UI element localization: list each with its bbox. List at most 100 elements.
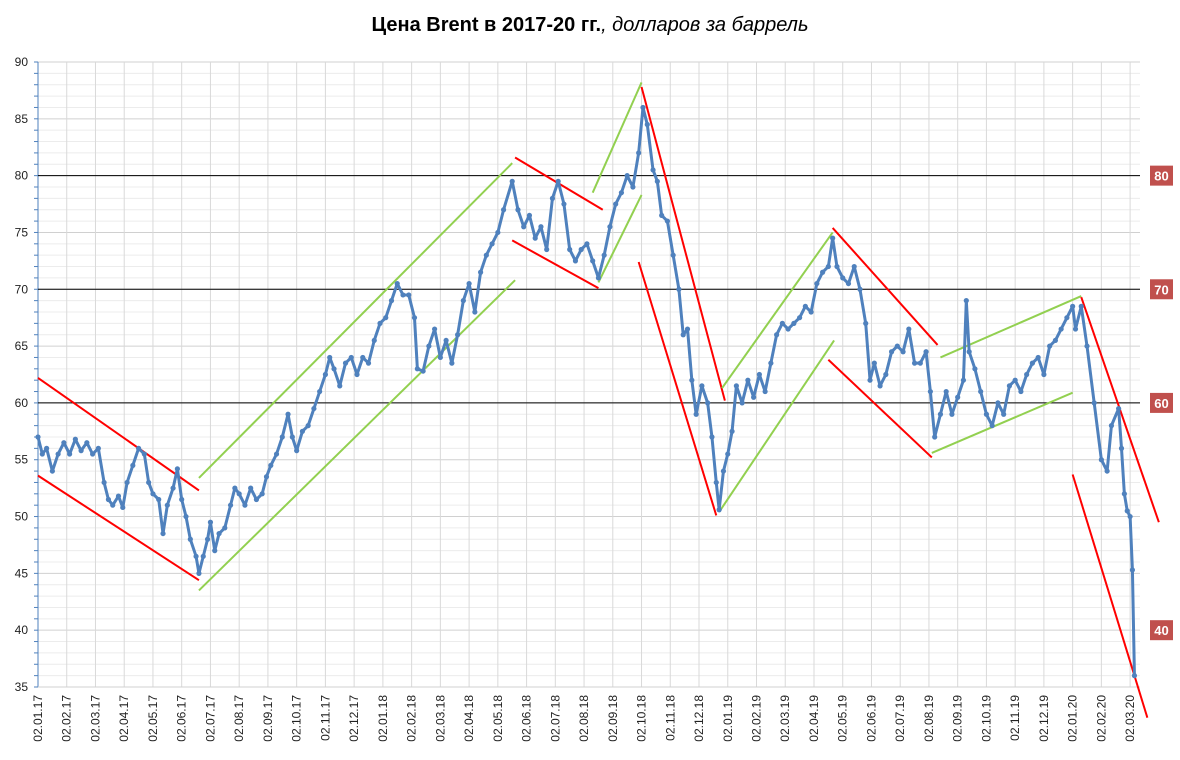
price-data-point: [495, 229, 501, 236]
price-data-point: [532, 235, 538, 241]
red-trend-line: [37, 474, 200, 582]
price-data-point: [426, 343, 432, 349]
price-data-point: [212, 548, 218, 554]
x-tick-label: 02.03.20: [1123, 695, 1137, 742]
price-data-point: [170, 485, 176, 491]
x-tick-label: 02.11.18: [663, 695, 677, 741]
level-label-box: [1150, 165, 1173, 186]
price-data-point: [785, 326, 791, 332]
price-data-point: [115, 493, 122, 499]
price-data-point: [174, 466, 180, 472]
price-data-point: [327, 354, 333, 361]
price-data-point: [705, 400, 711, 406]
red-trend-line: [37, 377, 200, 492]
price-data-point: [273, 451, 280, 457]
price-data-point: [1091, 400, 1097, 406]
green-trend-line: [591, 82, 643, 194]
price-data-point: [515, 207, 521, 213]
price-data-point: [500, 207, 507, 213]
price-data-point: [222, 525, 228, 531]
price-data-point: [1041, 371, 1047, 378]
x-tick-label: 02.02.20: [1094, 695, 1108, 742]
price-data-point: [1018, 388, 1024, 395]
price-data-point: [590, 258, 596, 264]
price-data-point: [650, 167, 656, 173]
price-data-point: [684, 326, 691, 332]
x-tick-label: 02.03.19: [778, 695, 792, 742]
price-data-point: [1118, 445, 1125, 451]
green-trend-line: [198, 162, 513, 479]
price-data-point: [937, 411, 944, 417]
price-data-point: [354, 371, 360, 378]
price-data-point: [1078, 303, 1084, 309]
price-data-point: [371, 337, 377, 344]
price-data-point: [995, 400, 1001, 406]
level-label-box: [1150, 620, 1173, 641]
x-tick-label: 02.05.19: [836, 695, 850, 742]
price-data-point: [1024, 371, 1030, 378]
level-label-text: 40: [1154, 623, 1168, 638]
x-tick-label: 02.10.18: [635, 695, 649, 742]
price-data-point: [110, 502, 116, 508]
price-data-point: [120, 504, 126, 511]
price-data-point: [388, 298, 395, 304]
price-data-point: [437, 354, 443, 361]
price-data-point: [1124, 508, 1130, 514]
price-data-point: [883, 371, 889, 378]
price-data-point: [851, 263, 857, 270]
price-data-point: [825, 263, 831, 270]
price-data-point: [196, 570, 202, 576]
price-data-point: [544, 246, 550, 253]
price-data-point: [917, 360, 923, 366]
x-tick-label: 02.02.18: [405, 695, 419, 742]
price-data-point: [618, 190, 625, 196]
price-data-point: [689, 377, 695, 383]
price-data-point: [342, 360, 349, 366]
price-data-point: [466, 280, 472, 287]
price-data-point: [797, 315, 803, 321]
price-data-point: [1131, 673, 1138, 679]
y-tick-label: 65: [15, 339, 29, 353]
price-data-point: [640, 104, 646, 111]
price-data-point: [840, 275, 846, 281]
price-data-point: [654, 178, 660, 184]
red-trend-line: [827, 359, 933, 459]
price-data-point: [1035, 354, 1041, 361]
price-data-point: [263, 474, 270, 480]
x-tick-label: 02.10.19: [979, 695, 993, 742]
y-tick-label: 60: [15, 396, 29, 410]
price-data-point: [1058, 326, 1064, 332]
y-tick-label: 50: [15, 510, 29, 524]
price-data-point: [659, 212, 665, 219]
price-data-point: [538, 224, 544, 230]
x-tick-label: 02.08.17: [232, 695, 246, 742]
price-data-point: [160, 530, 166, 537]
price-data-point: [1084, 343, 1090, 349]
price-data-point: [960, 377, 967, 383]
price-data-point: [972, 366, 978, 372]
price-data-point: [204, 536, 211, 542]
price-data-point: [61, 440, 67, 446]
level-label-60: 60: [1150, 392, 1173, 413]
price-data-point: [207, 519, 214, 525]
price-data-point: [1116, 405, 1122, 412]
x-tick-label: 02.06.18: [520, 695, 534, 742]
price-data-point: [460, 298, 466, 304]
x-tick-label: 02.01.19: [721, 695, 735, 742]
red-trend-line: [637, 261, 718, 516]
price-data-point: [44, 445, 50, 451]
price-data-point: [317, 388, 323, 395]
price-data-point: [311, 405, 317, 412]
y-tick-label: 75: [15, 225, 29, 239]
level-label-40: 40: [1150, 620, 1173, 641]
price-data-point: [720, 468, 727, 474]
price-data-point: [383, 315, 389, 321]
x-tick-label: 02.12.17: [347, 695, 361, 742]
x-tick-label: 02.01.17: [31, 695, 45, 742]
price-data-point: [348, 354, 354, 361]
price-data-point: [857, 286, 863, 292]
x-tick-label: 02.09.19: [951, 695, 965, 742]
price-data-point: [130, 462, 136, 469]
x-tick-label: 02.07.19: [893, 695, 907, 742]
